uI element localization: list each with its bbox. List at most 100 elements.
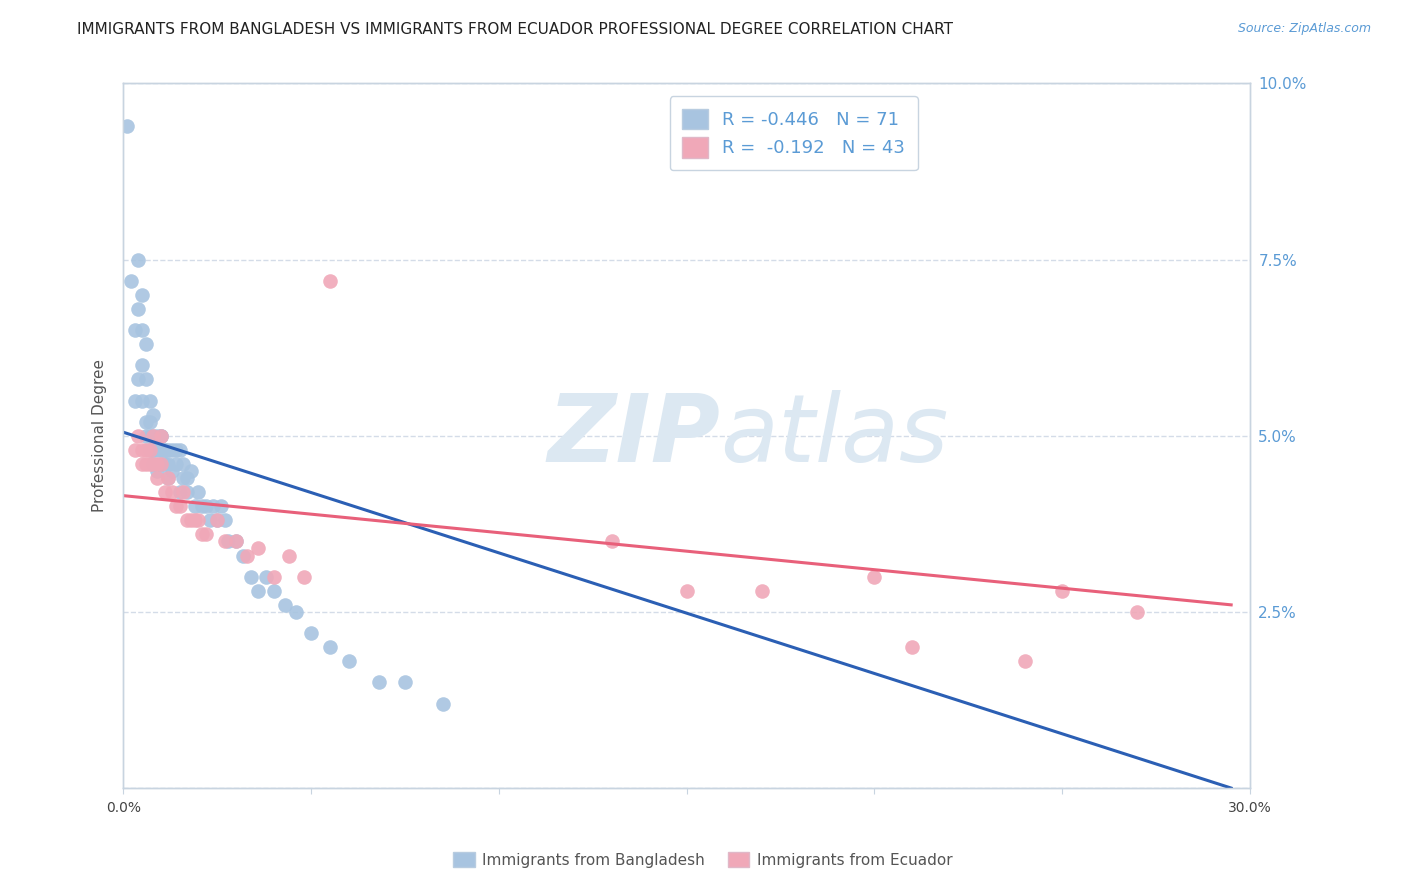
Point [901, 640, 924, 654]
Point [205, 513, 228, 527]
Point [160, 442, 183, 457]
Point [675, 583, 697, 598]
Point [138, 393, 160, 408]
Point [135, 337, 157, 351]
Point [135, 372, 157, 386]
Point [176, 485, 198, 500]
Legend: Immigrants from Bangladesh, Immigrants from Ecuador: Immigrants from Bangladesh, Immigrants f… [447, 846, 959, 873]
Point [254, 569, 277, 583]
Point [319, 274, 342, 288]
Point [217, 534, 239, 549]
Point [240, 569, 263, 583]
Point [146, 442, 169, 457]
Point [131, 442, 153, 457]
Point [169, 500, 191, 514]
Point [169, 485, 191, 500]
Point [319, 640, 342, 654]
Point [115, 119, 138, 133]
Point [146, 429, 169, 443]
Point [149, 429, 172, 443]
Point [209, 500, 232, 514]
Point [127, 372, 149, 386]
Point [165, 500, 187, 514]
Point [214, 513, 236, 527]
Point [394, 675, 416, 690]
Point [202, 500, 225, 514]
Point [172, 471, 194, 485]
Point [194, 500, 217, 514]
Point [149, 442, 172, 457]
Point [187, 485, 209, 500]
Point [131, 288, 153, 302]
Point [131, 359, 153, 373]
Point [292, 569, 315, 583]
Point [160, 464, 183, 478]
Point [187, 513, 209, 527]
Point [146, 471, 169, 485]
Point [127, 252, 149, 267]
Legend: R = -0.446   N = 71, R =  -0.192   N = 43: R = -0.446 N = 71, R = -0.192 N = 43 [669, 96, 918, 170]
Point [124, 323, 146, 337]
Point [146, 464, 169, 478]
Point [169, 442, 191, 457]
Point [153, 457, 176, 471]
Point [149, 429, 172, 443]
Point [247, 583, 270, 598]
Point [191, 500, 214, 514]
Point [232, 549, 254, 563]
Point [142, 442, 165, 457]
Point [337, 654, 360, 668]
Point [153, 442, 176, 457]
Point [176, 513, 198, 527]
Point [299, 626, 322, 640]
Point [135, 442, 157, 457]
Point [183, 500, 205, 514]
Point [751, 583, 773, 598]
Point [1050, 583, 1073, 598]
Point [183, 513, 205, 527]
Point [191, 527, 214, 541]
Point [198, 513, 221, 527]
Text: atlas: atlas [720, 391, 949, 482]
Point [153, 442, 176, 457]
Point [157, 442, 180, 457]
Point [135, 457, 157, 471]
Point [236, 549, 259, 563]
Point [131, 323, 153, 337]
Point [157, 457, 180, 471]
Point [142, 429, 165, 443]
Point [142, 408, 165, 422]
Point [176, 471, 198, 485]
Point [120, 274, 142, 288]
Point [225, 534, 247, 549]
Point [285, 605, 308, 619]
Text: ZIP: ZIP [547, 390, 720, 482]
Point [138, 442, 160, 457]
Text: IMMIGRANTS FROM BANGLADESH VS IMMIGRANTS FROM ECUADOR PROFESSIONAL DEGREE CORREL: IMMIGRANTS FROM BANGLADESH VS IMMIGRANTS… [77, 22, 953, 37]
Point [165, 457, 187, 471]
Point [127, 429, 149, 443]
Point [863, 569, 886, 583]
Point [247, 541, 270, 556]
Point [263, 583, 285, 598]
Point [194, 527, 217, 541]
Point [149, 457, 172, 471]
Point [124, 442, 146, 457]
Point [160, 485, 183, 500]
Point [263, 569, 285, 583]
Point [131, 457, 153, 471]
Point [149, 429, 172, 443]
Point [432, 697, 454, 711]
Point [138, 429, 160, 443]
Point [142, 457, 165, 471]
Point [153, 485, 176, 500]
Point [165, 442, 187, 457]
Point [274, 598, 297, 612]
Point [138, 442, 160, 457]
Point [157, 471, 180, 485]
Point [172, 485, 194, 500]
Y-axis label: Professional Degree: Professional Degree [93, 359, 107, 512]
Point [214, 534, 236, 549]
Point [172, 457, 194, 471]
Point [135, 429, 157, 443]
